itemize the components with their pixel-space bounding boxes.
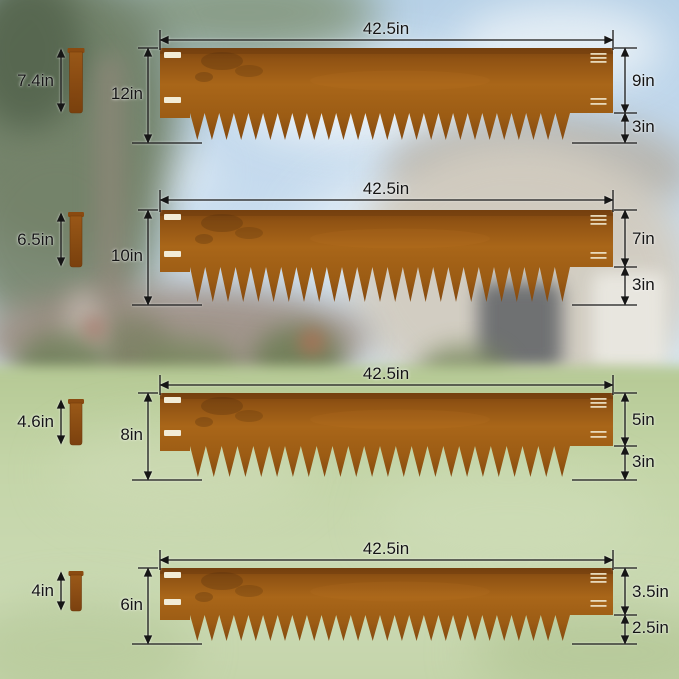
flower-blob [82,316,106,340]
connector-slot [164,397,181,403]
edging-6in-dimensions [56,550,637,645]
edging-8in-panel [160,393,613,477]
edging-12in-panel [160,48,613,140]
connector-slits [590,573,607,607]
edging-10in-dimensions [56,190,637,306]
connector-slot [164,52,181,58]
edging-6in-stake [68,571,84,612]
edging-12in-stake [67,48,85,114]
edging-10in-panel [160,210,613,302]
grass-patch [375,465,645,570]
edging-6in-panel [160,568,613,641]
connector-slot [164,430,181,436]
flower-blob [298,328,326,356]
connector-slot [164,572,181,578]
edging-8in-dimensions [56,375,637,481]
connector-slits [590,215,607,259]
connector-slot [164,214,181,220]
connector-slot [164,251,181,257]
connector-slot [164,599,181,605]
tree-trunk [95,55,125,320]
connector-slits [590,53,607,105]
edging-10in-stake [68,212,84,268]
connector-slits [590,398,607,438]
edging-12in-dimensions [56,30,637,144]
edging-8in-stake [68,399,84,446]
connector-slot [164,97,181,103]
house-window-light [592,272,666,370]
